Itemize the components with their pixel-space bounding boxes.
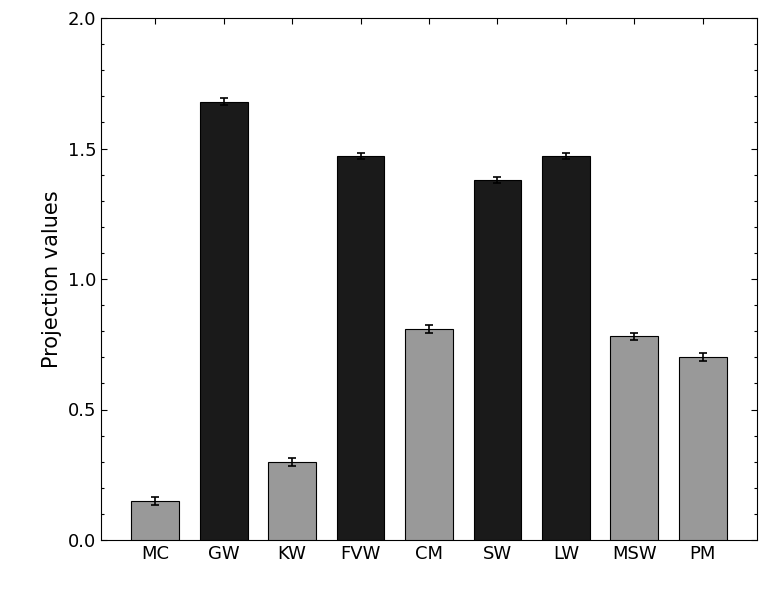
Bar [473, 180, 521, 540]
Bar [611, 337, 658, 540]
Bar [542, 157, 590, 540]
Bar [131, 501, 179, 540]
Bar [200, 101, 247, 540]
Bar [405, 329, 453, 540]
Bar [337, 157, 385, 540]
Bar [268, 462, 316, 540]
Bar [679, 357, 727, 540]
Y-axis label: Projection values: Projection values [42, 190, 62, 368]
